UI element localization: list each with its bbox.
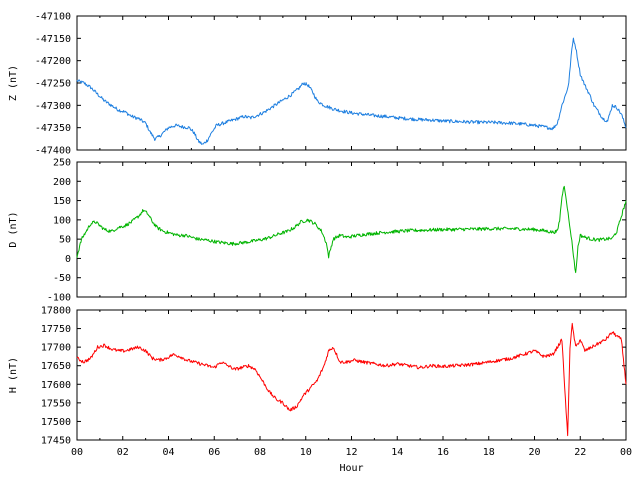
x-tick-label: 14 (391, 447, 403, 458)
series-line-1 (76, 37, 627, 145)
y-tick-label: 250 (53, 158, 71, 169)
x-tick-label: 12 (345, 447, 357, 458)
y-tick-label: -47200 (35, 56, 71, 67)
x-axis-label: Hour (339, 463, 363, 474)
y-tick-label: 100 (53, 215, 71, 226)
y-tick-label: -47250 (35, 79, 71, 90)
y-tick-label: -100 (47, 293, 71, 304)
y-tick-label: 200 (53, 177, 71, 188)
x-tick-label: 16 (437, 447, 449, 458)
y-tick-label: 17750 (41, 324, 71, 335)
y-tick-label: -47350 (35, 123, 71, 134)
y-axis-label: H (nT) (8, 357, 19, 393)
x-tick-label: 00 (71, 447, 83, 458)
x-tick-label: 08 (254, 447, 266, 458)
y-tick-label: 150 (53, 196, 71, 207)
y-tick-label: 17500 (41, 417, 71, 428)
y-tick-label: 17800 (41, 306, 71, 317)
x-tick-label: 20 (528, 447, 540, 458)
x-tick-label: 00 (620, 447, 632, 458)
y-tick-label: -47400 (35, 146, 71, 157)
y-tick-label: -47150 (35, 34, 71, 45)
y-tick-label: 17600 (41, 380, 71, 391)
x-tick-label: 06 (208, 447, 220, 458)
x-tick-label: 02 (117, 447, 129, 458)
series-line-2 (76, 185, 627, 274)
series-line-3 (76, 322, 627, 437)
x-tick-label: 22 (574, 447, 586, 458)
y-tick-label: -50 (53, 273, 71, 284)
plot-frame-1 (76, 15, 627, 151)
y-tick-label: 17700 (41, 343, 71, 354)
y-tick-label: 50 (59, 235, 71, 246)
y-tick-label: -47100 (35, 12, 71, 23)
y-tick-label: -47300 (35, 101, 71, 112)
y-tick-label: 17550 (41, 398, 71, 409)
y-tick-label: 0 (65, 254, 71, 265)
y-axis-label: D (nT) (8, 211, 19, 247)
x-tick-label: 04 (162, 447, 174, 458)
y-tick-label: 17650 (41, 361, 71, 372)
y-tick-label: 17450 (41, 436, 71, 447)
x-tick-label: 18 (483, 447, 495, 458)
x-tick-label: 10 (300, 447, 312, 458)
y-axis-label: Z (nT) (8, 65, 19, 101)
plot-frame-3 (76, 309, 627, 441)
